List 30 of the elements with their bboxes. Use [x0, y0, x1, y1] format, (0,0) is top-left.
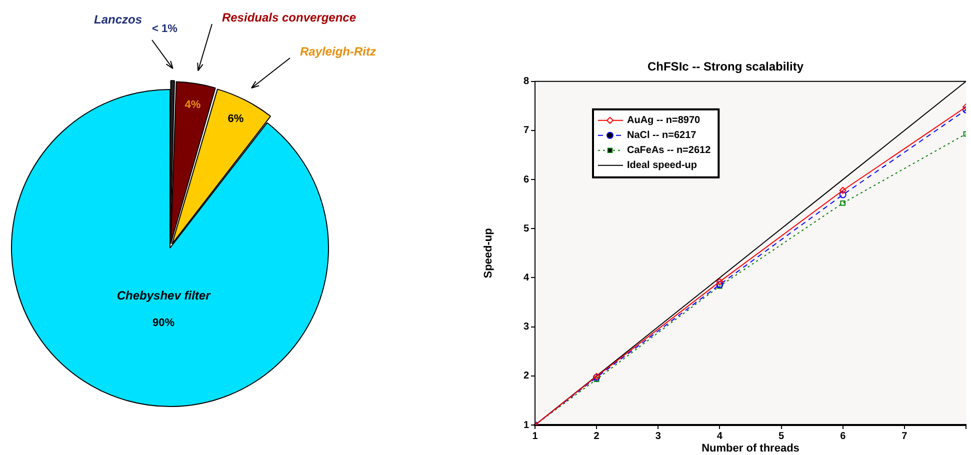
x-tick-label: 4	[716, 430, 723, 442]
y-tick-label: 3	[523, 322, 530, 333]
x-tick-label: 1	[532, 430, 538, 442]
legend-label: CaFeAs -- n=2612	[627, 145, 712, 156]
y-tick-label: 4	[523, 272, 530, 284]
data-label: 6%	[228, 113, 244, 126]
legend-label: NaCl -- n=6217	[627, 130, 697, 142]
y-tick-label: 6	[523, 174, 530, 186]
x-tick-label: 7	[902, 430, 908, 442]
slice-label: Chebyshev filter	[116, 288, 212, 302]
slice-label: Lanczos	[94, 12, 142, 26]
x-tick-label: 3	[655, 430, 662, 442]
y-tick-label: 8	[523, 76, 530, 88]
data-label: 4%	[184, 99, 201, 112]
data-label: 90%	[152, 317, 175, 330]
legend-label: AuAg -- n=8970	[627, 115, 701, 126]
y-tick-label: 1	[523, 420, 530, 431]
slice-label: Rayleigh-Ritz	[300, 44, 376, 58]
x-tick-label: 5	[778, 430, 785, 442]
data-label: < 1%	[152, 23, 178, 36]
x-tick-label: 6	[840, 430, 846, 442]
y-tick-label: 2	[523, 370, 530, 382]
y-tick-label: 5	[523, 223, 530, 234]
y-tick-label: 7	[523, 125, 530, 136]
y-axis-title: Speed-up	[482, 228, 495, 278]
chart-title: ChFSIc -- Strong scalability	[647, 60, 804, 74]
slice-label: Residuals convergence	[222, 10, 356, 24]
x-axis-title: Number of threads	[702, 442, 800, 454]
x-tick-label: 2	[594, 430, 600, 442]
legend-label: Ideal speed-up	[627, 160, 698, 172]
